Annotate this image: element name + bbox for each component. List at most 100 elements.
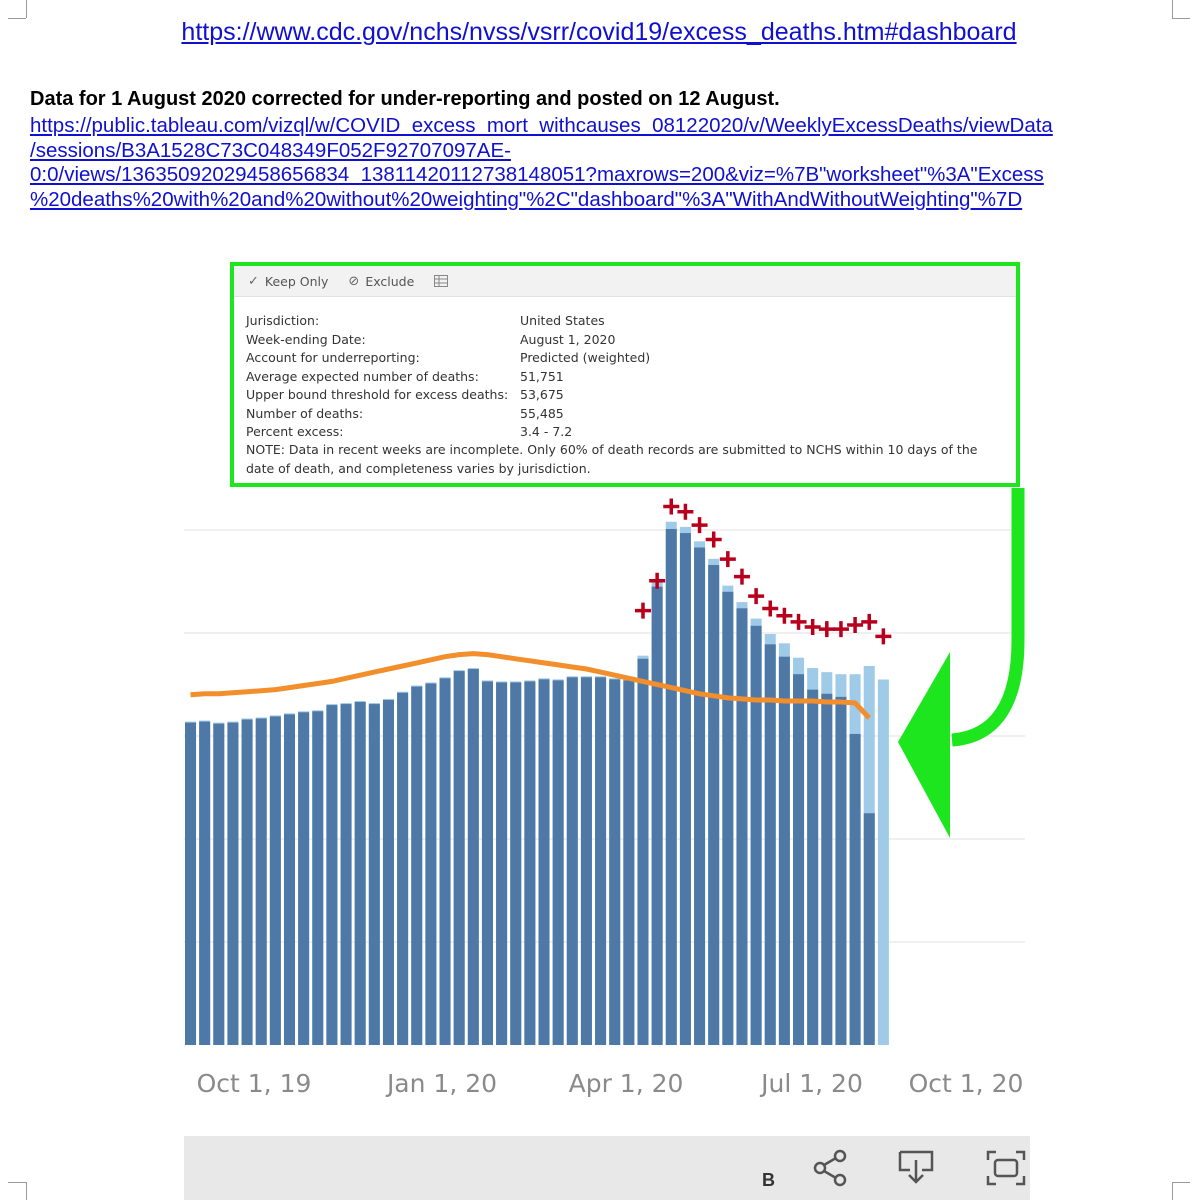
bar-predicted xyxy=(227,721,239,1045)
bar-reported xyxy=(821,693,833,1045)
table-icon xyxy=(434,275,449,287)
bar-reported xyxy=(326,705,338,1045)
bar-predicted xyxy=(538,678,550,1045)
tooltip-value: August 1, 2020 xyxy=(520,331,616,347)
bar-predicted xyxy=(694,541,706,1045)
dashboard-link[interactable]: https://www.cdc.gov/nchs/nvss/vsrr/covid… xyxy=(181,18,1017,46)
x-tick-label: Oct 1, 19 xyxy=(197,1069,312,1098)
tooltip-row: Upper bound threshold for excess deaths:… xyxy=(246,386,650,405)
tableau-link-line[interactable]: %20deaths%20with%20and%20without%20weigh… xyxy=(30,187,1023,211)
view-data-button[interactable] xyxy=(434,275,449,287)
bar-predicted xyxy=(510,681,522,1045)
bar-reported xyxy=(269,716,281,1045)
page-corner-mark xyxy=(1172,18,1190,19)
bar-predicted xyxy=(552,679,564,1045)
bar-predicted xyxy=(312,710,324,1045)
x-tick-label: Jul 1, 20 xyxy=(759,1069,863,1098)
tooltip-value: 51,751 xyxy=(520,368,564,384)
bar-predicted xyxy=(679,526,691,1045)
bar-predicted xyxy=(481,680,493,1045)
bar-reported xyxy=(227,722,239,1045)
tooltip-label: Week-ending Date: xyxy=(246,331,366,347)
excess-marker xyxy=(677,503,694,520)
tooltip-rows: Jurisdiction: United States Week-ending … xyxy=(246,312,650,442)
bar-predicted xyxy=(623,679,635,1045)
bar-predicted xyxy=(764,634,776,1045)
tableau-link-line[interactable]: /sessions/B3A1528C73C048349F052F92707097… xyxy=(30,138,511,162)
keep-only-button[interactable]: ✓ Keep Only xyxy=(248,274,334,289)
bar-predicted xyxy=(849,674,861,1045)
bar-predicted xyxy=(298,711,310,1045)
bar-reported xyxy=(439,678,451,1045)
exclude-icon: ⊘ xyxy=(348,273,360,289)
bar-predicted xyxy=(736,602,748,1045)
excess-marker xyxy=(705,531,722,548)
check-icon: ✓ xyxy=(248,273,259,289)
bar-reported xyxy=(863,813,875,1045)
bar-predicted xyxy=(595,676,607,1045)
bar-predicted xyxy=(708,558,720,1045)
tooltip-value: 3.4 - 7.2 xyxy=(520,424,573,439)
tableau-link-line[interactable]: https://public.tableau.com/vizql/w/COVID… xyxy=(30,114,1053,137)
bar-predicted xyxy=(185,721,197,1045)
bar-predicted xyxy=(637,655,649,1045)
excess-marker xyxy=(818,621,835,638)
page-corner-mark xyxy=(1172,1182,1173,1200)
bar-predicted xyxy=(397,691,409,1045)
share-icon[interactable] xyxy=(810,1148,850,1188)
callout-arrow-icon xyxy=(951,488,1025,747)
bar-predicted xyxy=(467,668,479,1045)
bar-reported xyxy=(411,686,423,1045)
tooltip-row: Account for underreporting: Predicted (w… xyxy=(246,349,650,368)
bar-reported xyxy=(793,674,805,1045)
keep-only-label: Keep Only xyxy=(264,273,329,289)
bar-reported xyxy=(708,565,720,1045)
excess-marker xyxy=(762,600,779,617)
tooltip-value: 55,485 xyxy=(520,405,564,421)
tooltip-row: Number of deaths: 55,485 xyxy=(246,405,650,424)
bar-predicted xyxy=(835,674,847,1045)
tooltip-row: Week-ending Date: August 1, 2020 xyxy=(246,331,650,350)
bar-predicted xyxy=(241,718,253,1045)
bar-reported xyxy=(552,680,564,1045)
bar-reported xyxy=(750,625,762,1045)
expected-deaths-line xyxy=(190,651,872,720)
bar-reported xyxy=(510,682,522,1045)
excess-marker xyxy=(847,617,864,633)
tooltip-value: Predicted (weighted) xyxy=(520,350,651,365)
bar-reported xyxy=(595,677,607,1045)
bar-reported xyxy=(199,721,211,1045)
download-icon[interactable] xyxy=(896,1148,936,1188)
tooltip-note: NOTE: Data in recent weeks are incomplet… xyxy=(246,442,978,476)
page-corner-mark xyxy=(1172,1182,1190,1183)
bar-reported xyxy=(368,704,380,1045)
x-tick-label: Oct 1, 20 xyxy=(909,1069,1024,1098)
bar-predicted xyxy=(877,679,889,1045)
bar-predicted xyxy=(778,643,790,1045)
tooltip-toolbar: ✓ Keep Only ⊘ Exclude xyxy=(234,266,1016,297)
excess-marker xyxy=(663,498,680,515)
page-corner-mark xyxy=(8,1182,26,1183)
callout-arrowhead-icon xyxy=(898,652,950,838)
bar-predicted xyxy=(425,682,437,1045)
excess-marker xyxy=(733,568,750,585)
bar-reported xyxy=(580,677,592,1045)
tooltip-row: Average expected number of deaths: 51,75… xyxy=(246,368,650,387)
excess-marker xyxy=(719,551,736,568)
bar-predicted xyxy=(580,676,592,1045)
bar-reported xyxy=(623,680,635,1045)
bar-reported xyxy=(849,733,861,1045)
bar-reported xyxy=(609,679,621,1045)
exclude-button[interactable]: ⊘ Exclude xyxy=(348,274,420,289)
bar-predicted xyxy=(793,657,805,1045)
chart-plot-background xyxy=(184,520,1030,1065)
tooltip-value: 53,675 xyxy=(520,387,564,402)
tableau-link[interactable]: https://public.tableau.com/vizql/w/COVID… xyxy=(30,114,1190,212)
fullscreen-icon[interactable] xyxy=(984,1148,1028,1188)
bar-predicted xyxy=(199,720,211,1045)
bar-reported xyxy=(241,719,253,1045)
bar-reported xyxy=(453,671,465,1045)
bar-reported xyxy=(185,722,197,1045)
tableau-link-line[interactable]: 0:0/views/13635092029458656834_138114201… xyxy=(30,163,1044,186)
excess-marker xyxy=(832,621,849,638)
